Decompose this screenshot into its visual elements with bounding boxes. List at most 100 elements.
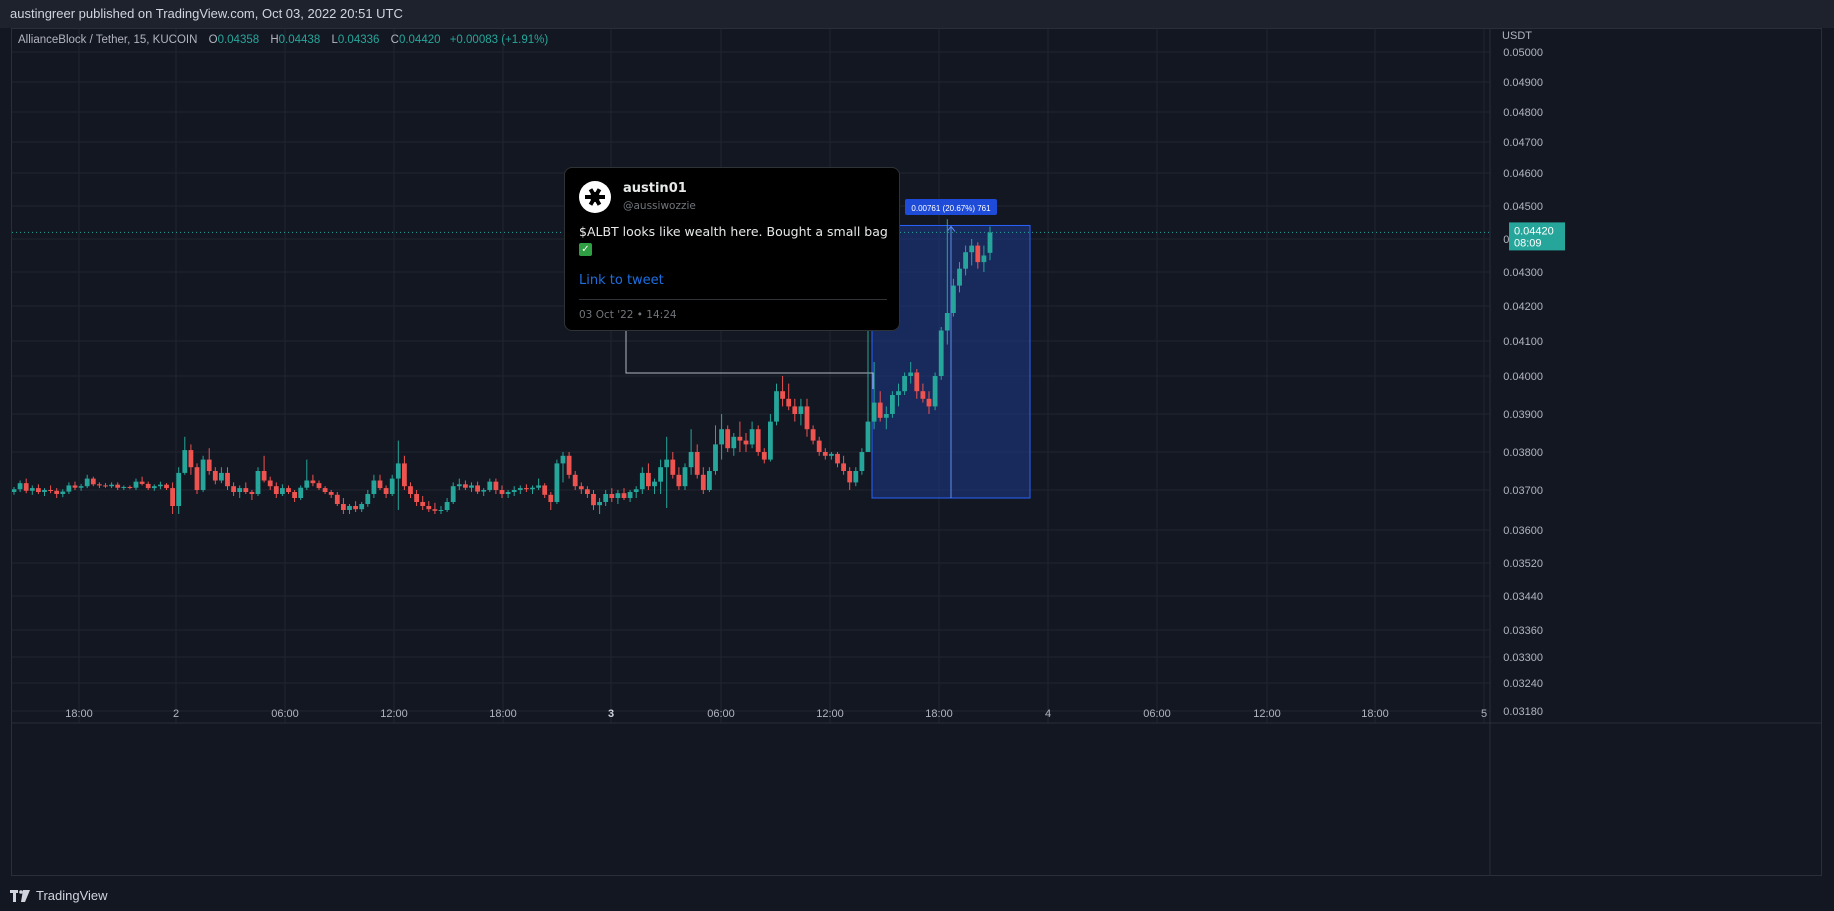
candle-body (908, 372, 914, 376)
candle-body (127, 486, 133, 488)
candle-body (719, 429, 724, 445)
candle-body (371, 480, 377, 494)
candle-body (426, 506, 432, 510)
candle-body (188, 450, 194, 468)
candle-body (194, 467, 200, 490)
candle-body (292, 492, 297, 498)
tweet-divider (579, 299, 887, 300)
candle-body (60, 491, 66, 494)
candle-body (560, 455, 566, 464)
tradingview-brand[interactable]: TradingView (10, 880, 108, 911)
candle-body (957, 268, 962, 286)
tweet-card: austin01 @aussiwozzie $ALBT looks like w… (564, 167, 900, 331)
tweet-link[interactable]: Link to tweet (579, 273, 664, 288)
tweet-body: $ALBT looks like wealth here. Bought a s… (579, 224, 888, 239)
high-value: 0.04438 (278, 34, 321, 46)
candle-body (694, 452, 700, 475)
open-value: 0.04358 (217, 34, 260, 46)
candle-body (463, 484, 468, 488)
candle-body (761, 452, 767, 460)
candle-body (731, 436, 737, 449)
candle-body (176, 472, 182, 506)
candle-body (347, 506, 352, 510)
candle-body (713, 444, 718, 471)
candle-body (975, 245, 981, 263)
candle-body (700, 474, 706, 490)
candle-body (621, 493, 627, 498)
candle-body (23, 483, 29, 491)
time-tick-label: 18:00 (1361, 708, 1389, 720)
candle-body (36, 488, 41, 492)
chart-area[interactable]: 0.05000 0.04900 0.04800 0.04700 0.04600 0.045… (11, 28, 1822, 876)
candle-body (12, 489, 17, 492)
candle-body (304, 480, 310, 488)
candle-body (139, 481, 145, 484)
candle-body (859, 452, 865, 471)
candle-body (29, 488, 35, 491)
candlestick-chart[interactable]: 0.05000 0.04900 0.04800 0.04700 0.04600 0.045… (12, 29, 1822, 876)
candle-body (54, 490, 60, 494)
candle-body (17, 483, 23, 490)
candle-body (383, 488, 389, 494)
candle-body (487, 481, 493, 490)
candle-body (334, 494, 340, 504)
candle-body (249, 492, 255, 494)
candle-body (328, 492, 334, 495)
time-tick-label: 06:00 (271, 708, 299, 720)
tweet-text-block: $ALBT looks like wealth here. Bought a s… (579, 223, 889, 257)
candle-body (261, 471, 267, 481)
candle-body (932, 376, 938, 407)
time-tick-label: 18:00 (65, 708, 93, 720)
candle-body (316, 483, 322, 489)
candle-body (646, 472, 651, 487)
candle-body (456, 484, 462, 487)
tweet-author-handle: @aussiwozzie (623, 200, 696, 212)
candle-body (853, 471, 859, 483)
time-tick-label: 06:00 (1143, 708, 1171, 720)
candle-body (682, 467, 688, 487)
time-tick-label: 12:00 (816, 708, 844, 720)
candle-body (145, 483, 151, 489)
candle-body (755, 429, 761, 452)
check-mark-icon: ✓ (579, 243, 592, 256)
candle-body (524, 488, 529, 490)
symbol-title[interactable]: AllianceBlock / Tether, 15, KUCOIN (18, 34, 198, 46)
candle-body (963, 252, 968, 269)
currency-label: USDT (1502, 30, 1532, 42)
candle-body (865, 421, 871, 452)
tradingview-logo-icon (10, 889, 30, 902)
candle-body (493, 481, 499, 490)
candle-body (365, 494, 371, 504)
symbol-legend: AllianceBlock / Tether, 15, KUCOIN O0.04… (18, 34, 548, 46)
candle-body (97, 484, 102, 486)
candle-body (566, 455, 572, 475)
time-tick-label: 3 (608, 708, 614, 720)
measure-label-box (905, 199, 997, 215)
measure-label: 0.00761 (20.67%) 761 (911, 204, 991, 213)
candle-body (664, 459, 670, 468)
candle-body (286, 488, 291, 492)
candle-body (774, 391, 779, 422)
candle-body (280, 488, 285, 494)
candle-body (115, 484, 121, 488)
price-tick-label: 0.05000 (1503, 47, 1543, 59)
candle-body (231, 486, 236, 492)
candle-body (432, 509, 438, 511)
candle-body (530, 487, 535, 490)
candle-body (883, 414, 889, 418)
candle-body (749, 429, 755, 445)
candle-body (743, 440, 749, 445)
high-label: H (270, 34, 279, 46)
candle-body (182, 450, 188, 473)
candle-body (78, 486, 84, 488)
candle-body (871, 402, 877, 422)
candle-body (255, 471, 261, 494)
candle-body (151, 486, 157, 489)
low-value: 0.04336 (337, 34, 380, 46)
candle-body (835, 453, 840, 464)
time-tick-label: 12:00 (380, 708, 408, 720)
close-value: 0.04420 (398, 34, 441, 46)
candle-body (225, 472, 230, 487)
candle-body (420, 502, 426, 506)
candle-body (554, 463, 560, 502)
